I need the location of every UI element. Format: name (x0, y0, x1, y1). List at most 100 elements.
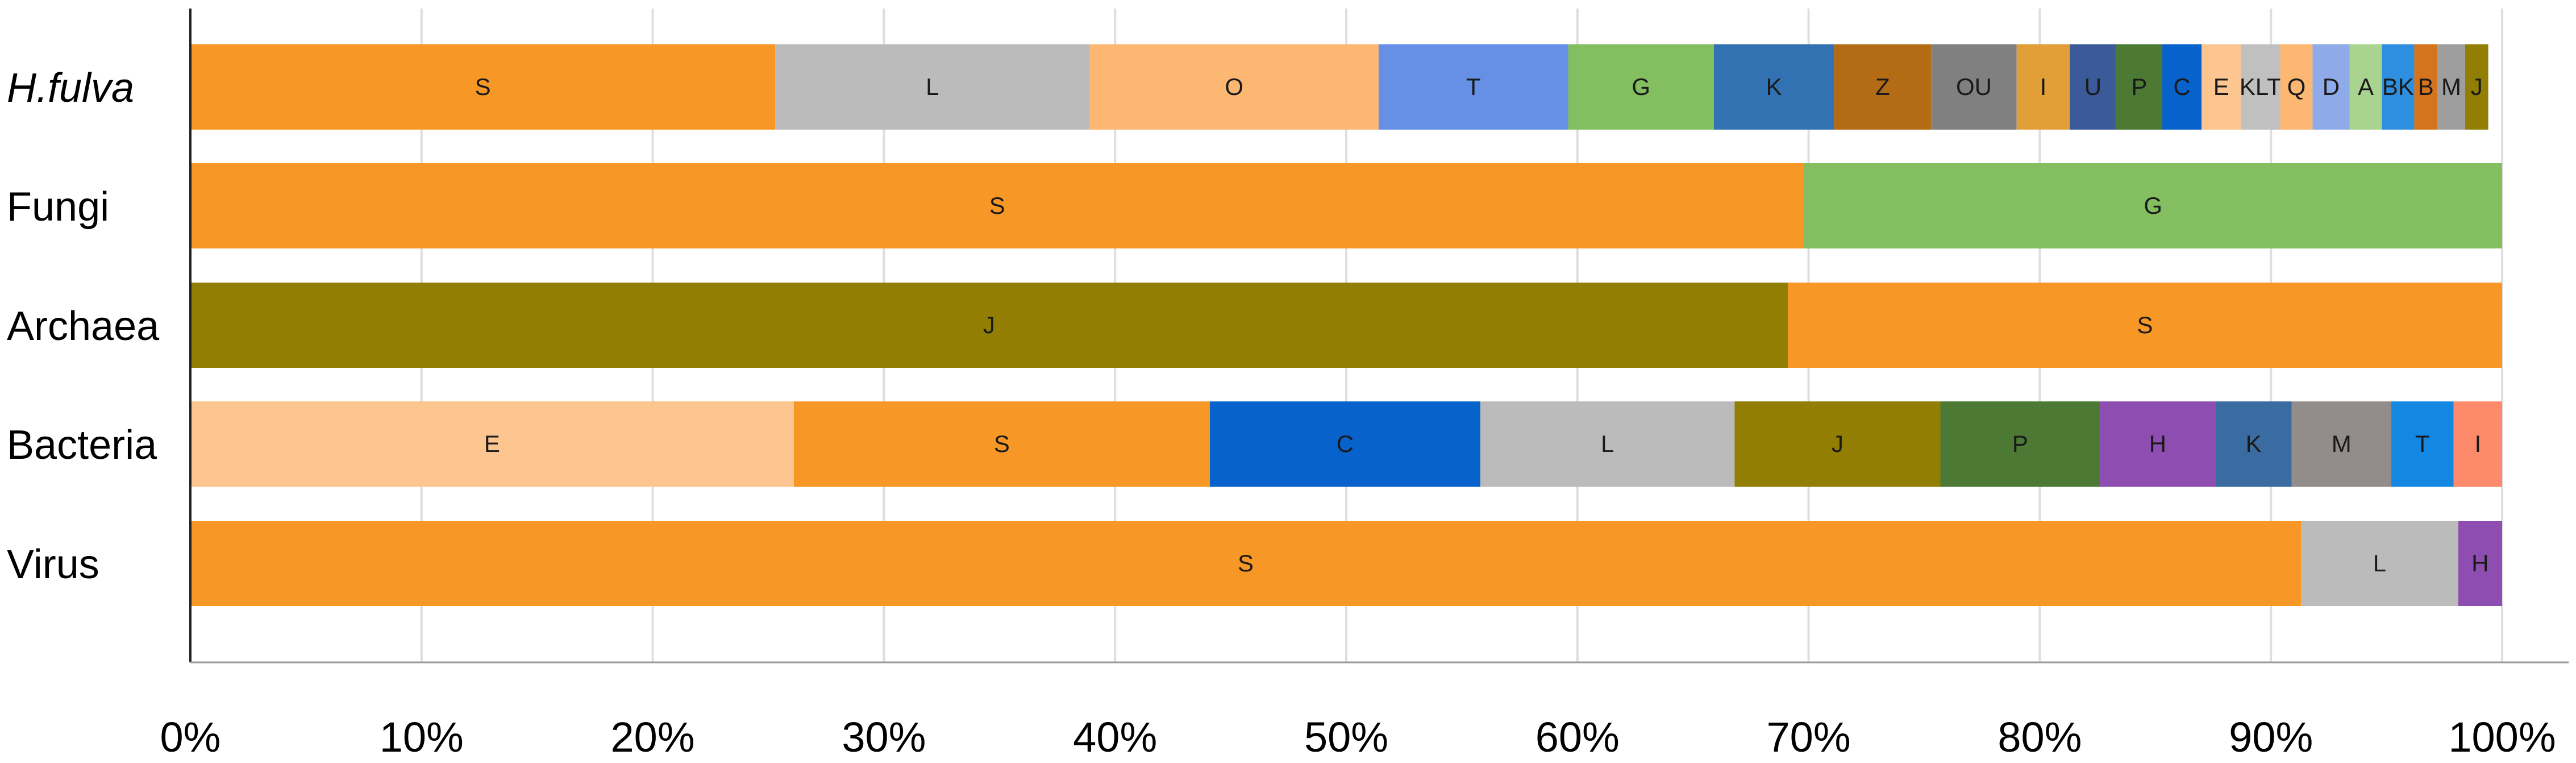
bar-segment (190, 44, 776, 130)
bar-segment (1787, 283, 2502, 368)
bar-segment (2465, 44, 2488, 130)
bar-segment (1931, 44, 2017, 130)
bar-segment (2280, 44, 2313, 130)
bar-segment (2291, 401, 2391, 487)
x-axis-tick-labels: 0% 10% 20% 30% 40% 50% 60% 70% 80% 90% 100% (160, 714, 2556, 761)
x-tick-label: 70% (1767, 714, 1851, 760)
segment-label: M (2441, 73, 2461, 100)
bar-segment (2162, 44, 2202, 130)
category-label: Bacteria (7, 422, 157, 468)
axes (189, 9, 2569, 664)
segment-label: T (1466, 73, 1481, 100)
segment-label: K (2246, 430, 2262, 457)
bar-segment (190, 283, 1788, 368)
segment-label: J (2471, 73, 2483, 100)
bar-segment (1209, 401, 1480, 487)
segment-label: OU (1956, 73, 1992, 100)
bar-segment (1378, 44, 1568, 130)
bar-segment (2312, 44, 2350, 130)
segment-label: BK (2382, 73, 2414, 100)
segment-label: O (1225, 73, 1243, 100)
bar-segment (2100, 401, 2216, 487)
bar-segment (2116, 44, 2163, 130)
bar-segment (1480, 401, 1735, 487)
x-tick-label: 80% (1997, 714, 2082, 760)
segment-label: S (475, 73, 491, 100)
segment-label: G (1632, 73, 1650, 100)
bar-segment (2458, 521, 2502, 606)
category-label: Virus (7, 542, 99, 587)
x-tick-label: 30% (842, 714, 926, 760)
segment-label: G (2144, 192, 2162, 219)
bar-segment (190, 401, 794, 487)
bar-segment (2016, 44, 2070, 130)
x-tick-label: 50% (1304, 714, 1388, 760)
bar-segment (1834, 44, 1932, 130)
segment-label: C (2173, 73, 2190, 100)
segment-label: P (2012, 430, 2028, 457)
x-tick-label: 0% (160, 714, 221, 760)
segment-label: I (2474, 430, 2481, 457)
segment-label: T (2415, 430, 2430, 457)
category-label: Archaea (7, 304, 160, 349)
segment-label: M (2332, 430, 2352, 457)
bar-segment (2391, 401, 2454, 487)
x-tick-label: 60% (1535, 714, 1620, 760)
segment-label: L (2373, 550, 2386, 577)
bars: S L O T G K Z OU I U P C E KLT Q D A BK B M JS GJ SE S C L J P H K M T I… (190, 44, 2502, 606)
bar-segment (1713, 44, 1834, 130)
bar-segment (2349, 44, 2382, 130)
segment-label: K (1766, 73, 1782, 100)
segment-label: L (1601, 430, 1614, 457)
segment-label: J (983, 312, 995, 338)
segment-label: E (484, 430, 500, 457)
segment-label: D (2323, 73, 2340, 100)
bar-segment (1804, 163, 2502, 248)
segment-label: H (2149, 430, 2166, 457)
bar-segment (2070, 44, 2116, 130)
bar-segment (190, 521, 2302, 606)
segment-label: Z (1875, 73, 1890, 100)
category-label: H.fulva (7, 65, 134, 111)
segment-label: S (2137, 312, 2153, 338)
bar-segment (1089, 44, 1379, 130)
segment-label: I (2040, 73, 2047, 100)
bar-segment (775, 44, 1090, 130)
segment-label: A (2358, 73, 2374, 100)
segment-label: U (2084, 73, 2101, 100)
x-tick-label: 100% (2448, 714, 2556, 760)
segment-label: E (2213, 73, 2229, 100)
segment-label: H (2471, 550, 2488, 577)
segment-label: P (2131, 73, 2147, 100)
bar-segment (2437, 44, 2465, 130)
bar-segment (2215, 401, 2292, 487)
bar-segment (1940, 401, 2100, 487)
bar-segment (2202, 44, 2241, 130)
x-tick-label: 90% (2229, 714, 2313, 760)
x-tick-label: 40% (1073, 714, 1157, 760)
bar-segment (1568, 44, 1714, 130)
bar-segment (2414, 44, 2438, 130)
segment-label: S (994, 430, 1010, 457)
bar-segment (190, 163, 1804, 248)
bar-segment (1734, 401, 1941, 487)
segment-label: Q (2287, 73, 2306, 100)
x-tick-label: 20% (611, 714, 695, 760)
segment-label: S (989, 192, 1005, 219)
category-label: Fungi (7, 184, 109, 230)
segment-label: KLT (2240, 73, 2282, 100)
bar-segment (2241, 44, 2280, 130)
bar-segment (2301, 521, 2458, 606)
segment-label: S (1238, 550, 1254, 577)
segment-label: C (1337, 430, 1354, 457)
category-labels: H.fulva Fungi Archaea Bacteria Virus (7, 65, 160, 587)
segment-label: J (1832, 430, 1843, 457)
x-tick-label: 10% (380, 714, 464, 760)
bar-segment (2382, 44, 2415, 130)
bar-segment (793, 401, 1210, 487)
segment-label: L (926, 73, 939, 100)
bar-segment (2453, 401, 2502, 487)
segment-label: B (2418, 73, 2434, 100)
